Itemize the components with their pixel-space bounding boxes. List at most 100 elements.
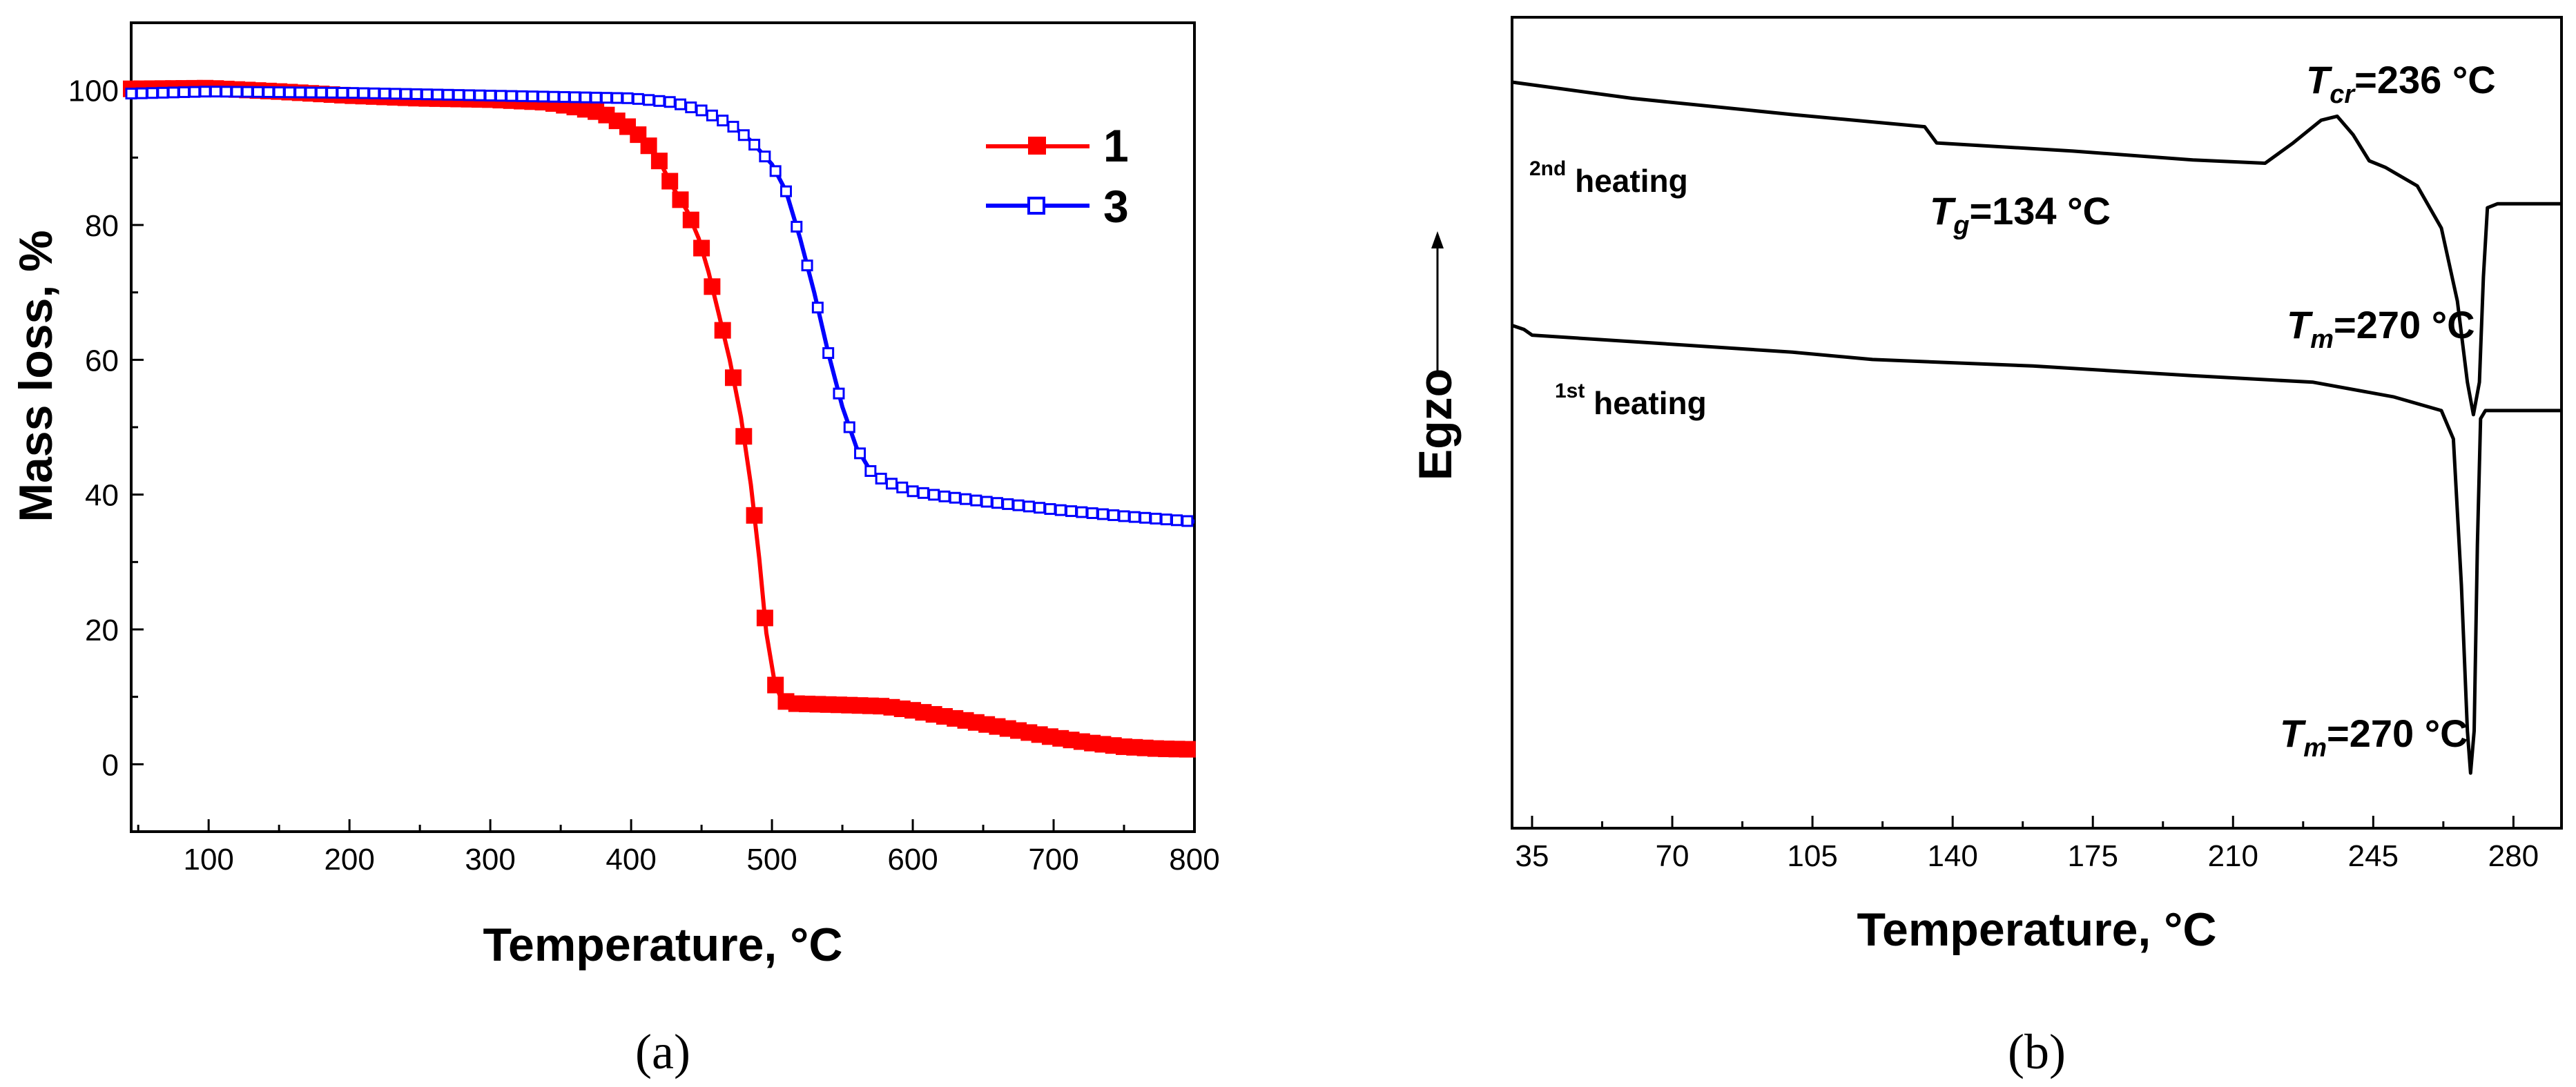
series-3-point <box>188 86 201 98</box>
series-3-point <box>157 86 169 99</box>
series-3-point <box>938 490 951 502</box>
panel-a-y-axis-title: Mass loss, % <box>10 230 62 522</box>
t-m-1st-value: =270 °C <box>2327 712 2468 755</box>
x-tick-label-70: 70 <box>1656 839 1689 873</box>
t-cr-sub: cr <box>2330 80 2356 109</box>
series-3-point <box>970 494 982 507</box>
panel-b-dsc-chart: 35 70 105 140 175 210 245 280 2nd heating 1st h… <box>1409 16 2563 1079</box>
panel-a-x-axis-title: Temperature, °C <box>483 919 843 971</box>
x-tick-label-800: 800 <box>1169 843 1219 877</box>
series-3-point <box>611 92 623 104</box>
series-3-point <box>347 87 359 99</box>
series-3-point <box>484 89 496 101</box>
x-tick-label-245: 245 <box>2348 839 2399 873</box>
series-3-point <box>273 86 285 99</box>
series-3-point <box>463 89 476 101</box>
annotation-t-g: Tg=134 °C <box>1930 189 2111 240</box>
series-3-point <box>737 129 750 141</box>
series-3-point <box>590 91 602 104</box>
series-1-point <box>735 428 753 445</box>
series-3-point <box>748 139 761 151</box>
series-3-point <box>1139 511 1152 524</box>
series-1-point <box>682 211 699 228</box>
series-3-point <box>769 165 782 177</box>
series-3-point <box>960 493 972 505</box>
t-m-2nd-value: =270 °C <box>2334 303 2475 346</box>
series-1-point <box>672 191 689 208</box>
series-3-point <box>146 87 159 99</box>
series-3-point <box>801 259 813 272</box>
panel-a-y-ticks: 0 20 40 60 80 100 <box>68 21 144 833</box>
series-3-point <box>1160 513 1172 526</box>
series-1-point <box>693 239 710 257</box>
series-1-point <box>746 507 763 524</box>
series-3-point <box>1128 511 1141 523</box>
series-1-point <box>650 153 668 170</box>
series-3-point <box>315 86 327 99</box>
second-heating-text: heating <box>1566 163 1687 199</box>
panel-b-y-axis-title: Egzo <box>1409 369 1462 480</box>
series-3-point <box>1181 515 1194 527</box>
panel-a-tga-chart: 0 20 40 60 80 100 100 200 300 400 500 600 700 800 1 … <box>10 21 1220 1079</box>
legend-label-series-1: 1 <box>1103 120 1129 171</box>
legend-label-series-3: 3 <box>1103 181 1129 232</box>
panel-a-series <box>123 79 1196 758</box>
series-3-point <box>1076 506 1088 518</box>
series-1-point <box>714 322 731 339</box>
panel-a-x-ticks: 100 200 300 400 500 600 700 800 <box>137 819 1220 877</box>
series-3-point <box>717 115 729 127</box>
series-3-point <box>378 88 391 100</box>
panel-b-plot-frame <box>1511 16 2563 830</box>
series-3-point <box>326 86 338 99</box>
y-tick-label-0: 0 <box>102 748 119 782</box>
legend-marker-series-1 <box>1028 137 1046 155</box>
series-3-point <box>294 86 307 99</box>
x-tick-label-700: 700 <box>1028 843 1078 877</box>
series-3-point <box>358 87 370 99</box>
series-3-point <box>949 491 961 504</box>
x-tick-label-400: 400 <box>606 843 656 877</box>
series-3-point <box>209 86 222 98</box>
series-3-point <box>706 109 718 121</box>
series-3-point <box>537 90 550 103</box>
series-3-point <box>695 104 708 117</box>
t-m-2nd-sub: m <box>2310 325 2334 354</box>
series-3-point <box>896 481 909 493</box>
t-g-symbol: T <box>1930 189 1957 233</box>
series-3-point <box>452 89 465 101</box>
annotation-t-cr: Tcr=236 °C <box>2306 58 2496 109</box>
panel-a-legend: 1 3 <box>986 120 1129 232</box>
series-3-point <box>558 91 570 104</box>
series-3-point <box>1086 507 1098 520</box>
series-3-point <box>252 86 264 98</box>
series-3-point <box>991 497 1003 509</box>
series-1-point <box>756 609 773 627</box>
series-3-point <box>1054 504 1067 516</box>
series-3-point <box>885 478 898 490</box>
second-heating-sup: 2nd <box>1529 157 1566 180</box>
series-3-point <box>505 90 518 102</box>
x-tick-label-105: 105 <box>1787 839 1837 873</box>
y-tick-label-40: 40 <box>85 479 119 513</box>
series-3-point <box>135 87 148 99</box>
series-3-point <box>791 220 803 233</box>
first-heating-sup: 1st <box>1555 380 1585 402</box>
series-3-point <box>442 88 454 101</box>
annotation-t-m-2nd: Tm=270 °C <box>2287 303 2475 354</box>
t-m-1st-symbol: T <box>2280 712 2307 755</box>
x-tick-label-140: 140 <box>1927 839 1977 873</box>
series-3-point <box>220 86 233 98</box>
series-3-point <box>664 96 676 108</box>
series-3-point <box>400 88 412 100</box>
series-3-point <box>283 86 296 99</box>
series-3-point <box>600 92 612 104</box>
series-3-point <box>759 150 771 163</box>
series-3-point <box>980 496 993 508</box>
series-3-point <box>526 90 539 103</box>
series-3-point <box>685 101 697 114</box>
series-3-point <box>1107 509 1120 521</box>
series-3-point <box>1171 514 1183 527</box>
series-3-point <box>304 86 317 99</box>
series-3-point <box>494 90 507 102</box>
series-3-point <box>727 121 739 133</box>
